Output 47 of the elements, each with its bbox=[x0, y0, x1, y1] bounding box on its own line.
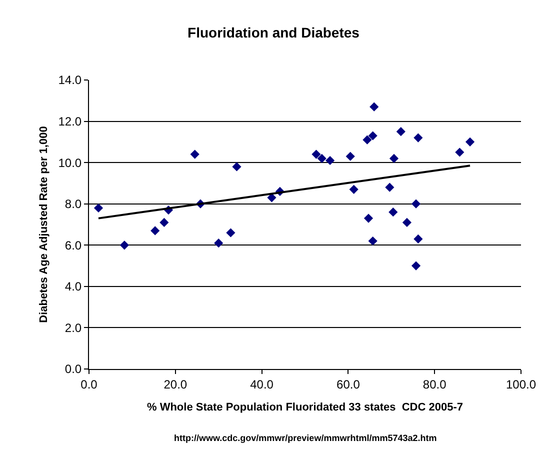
point bbox=[396, 127, 406, 136]
point bbox=[150, 226, 160, 236]
point bbox=[389, 154, 399, 163]
point bbox=[414, 234, 423, 244]
point bbox=[385, 182, 394, 192]
point bbox=[232, 162, 242, 172]
point bbox=[368, 236, 378, 246]
x-tick-label: 80.0 bbox=[422, 377, 447, 392]
point bbox=[370, 102, 379, 112]
x-tick-label: 20.0 bbox=[164, 377, 188, 392]
point bbox=[214, 238, 224, 248]
text: http://www.cdc.gov/mmwr/preview/mmwrhtml/mm5743a2.htm bbox=[174, 433, 437, 443]
x-tick-label: 100.0 bbox=[506, 377, 536, 392]
point bbox=[364, 214, 374, 223]
y-tick-label: 8.0 bbox=[64, 197, 82, 212]
point bbox=[326, 156, 335, 166]
y-tick-label: 2.0 bbox=[64, 320, 82, 335]
point bbox=[346, 152, 355, 161]
point bbox=[190, 150, 200, 159]
y-tick-label: 14.0 bbox=[58, 73, 82, 88]
point bbox=[362, 135, 372, 144]
point bbox=[411, 261, 421, 270]
point bbox=[414, 133, 423, 142]
y-tick-label: 6.0 bbox=[64, 238, 82, 252]
point bbox=[465, 137, 475, 146]
chart-title: Fluoridation and Diabetes bbox=[188, 24, 360, 40]
y-tick-label: 12.0 bbox=[58, 114, 82, 128]
point bbox=[388, 208, 398, 217]
point bbox=[368, 131, 378, 140]
point bbox=[455, 148, 464, 157]
x-tick-label: 60.0 bbox=[336, 377, 360, 392]
point bbox=[120, 240, 129, 250]
y-tick-label: 0.0 bbox=[64, 362, 82, 376]
point bbox=[226, 228, 236, 238]
point bbox=[317, 154, 326, 163]
point bbox=[94, 203, 104, 213]
point bbox=[312, 150, 321, 159]
x-axis-title: % Whole State Population Fluoridated 33 states CDC 2005-7 bbox=[146, 402, 464, 414]
point bbox=[349, 184, 358, 194]
x-tick-label: 40.0 bbox=[250, 377, 274, 392]
point bbox=[160, 218, 169, 227]
point bbox=[411, 199, 421, 208]
y-tick-label: 4.0 bbox=[64, 280, 82, 294]
y-axis-title: Diabetes Age Adjusted Rate per 1,000 bbox=[38, 126, 50, 323]
x-tick-label: 0.0 bbox=[80, 377, 98, 392]
y-tick-label: 10.0 bbox=[58, 156, 82, 170]
point bbox=[402, 218, 412, 227]
